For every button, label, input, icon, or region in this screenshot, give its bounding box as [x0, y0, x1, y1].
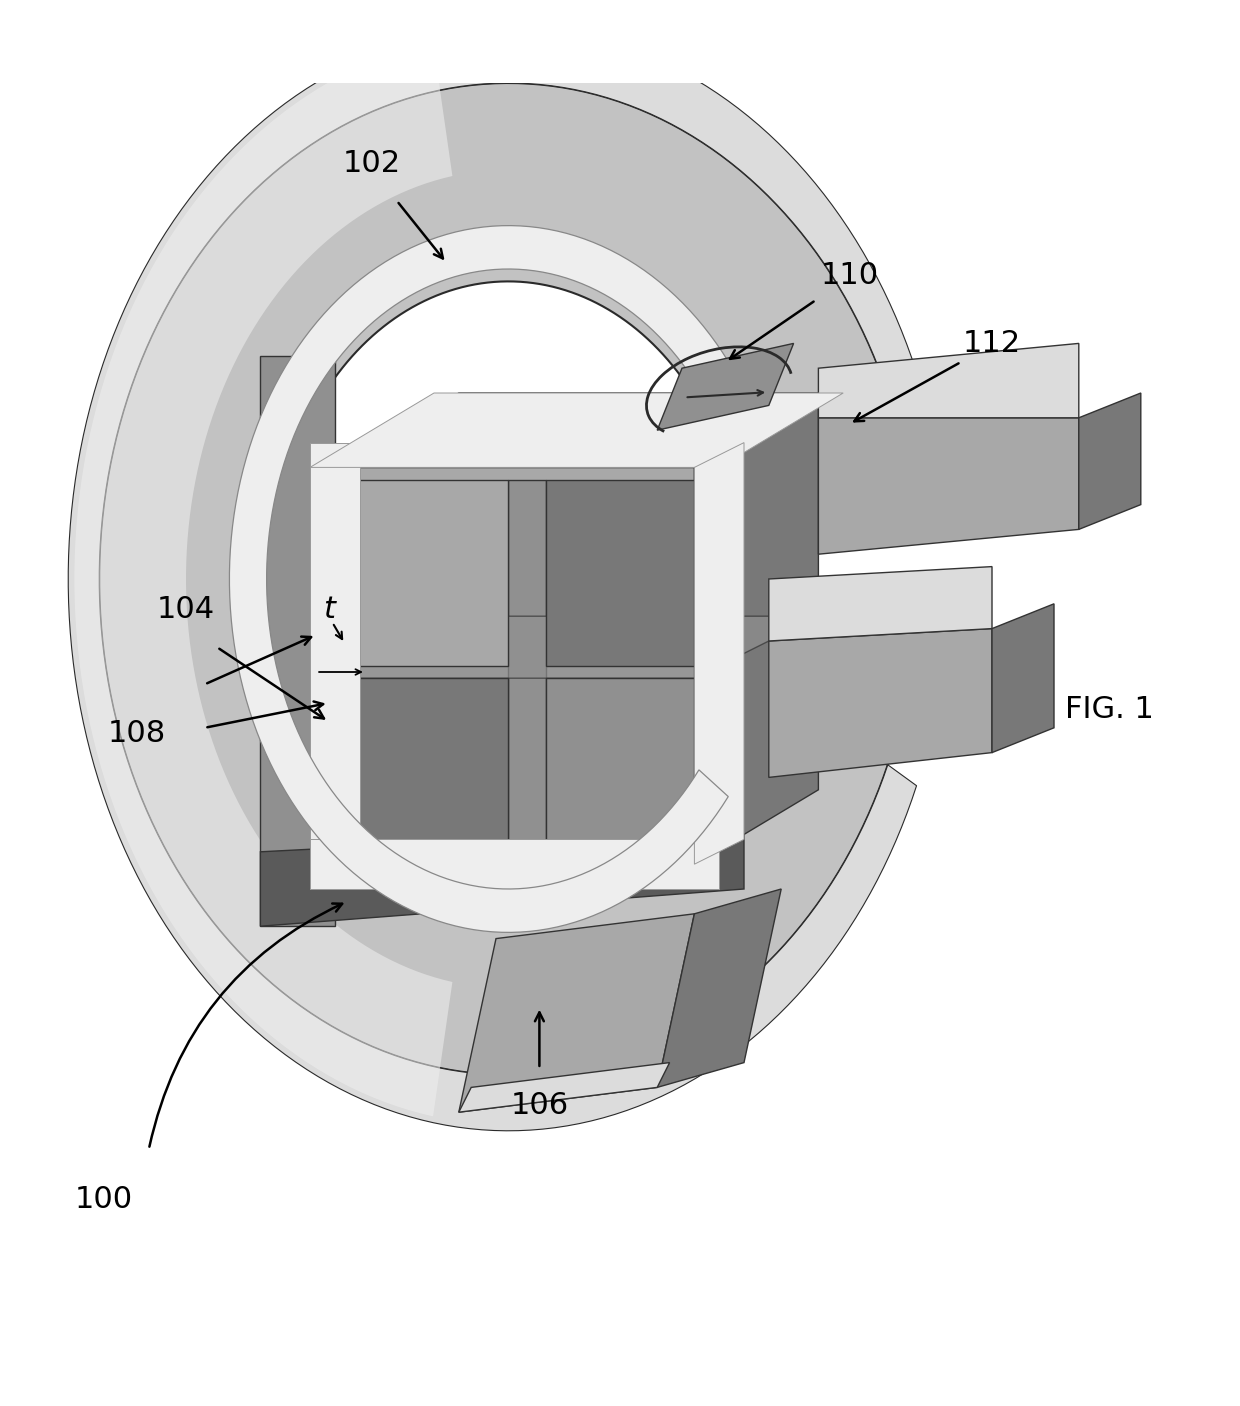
Text: 108: 108 — [108, 720, 165, 748]
Polygon shape — [657, 889, 781, 1087]
Polygon shape — [992, 603, 1054, 752]
Text: 110: 110 — [821, 260, 878, 290]
Polygon shape — [769, 628, 992, 778]
Polygon shape — [546, 479, 694, 666]
Text: 112: 112 — [963, 329, 1021, 359]
Polygon shape — [310, 443, 360, 889]
Polygon shape — [769, 567, 992, 641]
Text: 100: 100 — [74, 1184, 133, 1213]
Polygon shape — [1079, 394, 1141, 530]
Polygon shape — [694, 443, 744, 865]
Text: 106: 106 — [511, 1091, 568, 1121]
Polygon shape — [657, 343, 794, 430]
Polygon shape — [347, 479, 508, 666]
Polygon shape — [74, 42, 453, 1116]
Polygon shape — [310, 394, 843, 467]
Polygon shape — [508, 479, 546, 852]
Polygon shape — [694, 394, 818, 865]
Text: 102: 102 — [343, 149, 401, 179]
Polygon shape — [459, 914, 694, 1112]
Polygon shape — [335, 616, 818, 678]
Polygon shape — [546, 678, 694, 852]
Text: 104: 104 — [157, 596, 215, 624]
Polygon shape — [818, 343, 1079, 418]
Polygon shape — [818, 418, 1079, 554]
Polygon shape — [459, 1063, 670, 1112]
Polygon shape — [260, 356, 335, 927]
Polygon shape — [229, 225, 728, 932]
Polygon shape — [335, 394, 818, 467]
Polygon shape — [99, 83, 888, 1076]
Text: t: t — [322, 596, 335, 624]
Polygon shape — [335, 467, 694, 865]
Text: FIG. 1: FIG. 1 — [1065, 695, 1154, 724]
Polygon shape — [310, 839, 719, 889]
Polygon shape — [68, 27, 916, 1130]
Polygon shape — [347, 678, 508, 852]
Polygon shape — [260, 827, 744, 927]
